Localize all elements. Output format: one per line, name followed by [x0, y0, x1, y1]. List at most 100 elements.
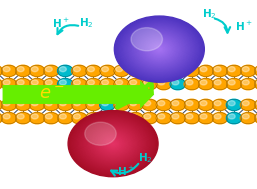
Circle shape	[172, 114, 179, 119]
Circle shape	[71, 78, 87, 90]
Circle shape	[96, 131, 130, 156]
Circle shape	[106, 139, 120, 149]
Circle shape	[100, 78, 115, 90]
Circle shape	[256, 114, 257, 119]
Circle shape	[88, 80, 95, 85]
Circle shape	[240, 99, 256, 111]
Circle shape	[198, 99, 214, 111]
Circle shape	[31, 114, 38, 119]
Circle shape	[86, 78, 101, 90]
Circle shape	[95, 130, 131, 157]
Circle shape	[58, 78, 73, 90]
Circle shape	[70, 112, 156, 175]
Circle shape	[74, 67, 80, 72]
Circle shape	[17, 114, 24, 119]
Circle shape	[116, 80, 123, 85]
Circle shape	[112, 143, 114, 144]
Circle shape	[142, 78, 157, 90]
Circle shape	[130, 114, 137, 119]
Circle shape	[158, 80, 165, 85]
Circle shape	[119, 19, 200, 79]
Circle shape	[102, 135, 124, 152]
Text: $e^-$: $e^-$	[39, 84, 64, 103]
Circle shape	[254, 112, 257, 124]
Circle shape	[170, 112, 186, 124]
Circle shape	[142, 65, 157, 77]
FancyArrow shape	[3, 80, 154, 109]
Text: H$^+$: H$^+$	[52, 17, 69, 30]
Circle shape	[212, 65, 228, 77]
Circle shape	[156, 65, 171, 77]
Circle shape	[155, 46, 164, 53]
Circle shape	[58, 65, 73, 77]
Circle shape	[144, 80, 151, 85]
Circle shape	[43, 78, 59, 90]
Circle shape	[29, 78, 45, 90]
Circle shape	[144, 114, 151, 119]
Circle shape	[114, 65, 129, 77]
Circle shape	[130, 101, 137, 106]
Circle shape	[140, 35, 178, 63]
Circle shape	[156, 78, 171, 90]
Circle shape	[1, 78, 17, 90]
Circle shape	[114, 16, 204, 82]
Circle shape	[71, 113, 155, 174]
Circle shape	[76, 116, 150, 171]
Circle shape	[200, 67, 207, 72]
Circle shape	[184, 112, 199, 124]
Circle shape	[114, 78, 129, 90]
Circle shape	[88, 101, 95, 106]
Circle shape	[226, 112, 242, 124]
Circle shape	[126, 24, 193, 74]
Circle shape	[124, 23, 194, 75]
Circle shape	[29, 65, 45, 77]
Circle shape	[0, 65, 3, 77]
Text: H$^+$: H$^+$	[117, 164, 135, 178]
Circle shape	[228, 114, 235, 119]
Circle shape	[133, 30, 185, 68]
Circle shape	[15, 78, 31, 90]
Circle shape	[17, 80, 24, 85]
Circle shape	[139, 34, 180, 64]
Circle shape	[156, 99, 171, 111]
Circle shape	[0, 78, 3, 90]
Circle shape	[43, 99, 59, 111]
Circle shape	[131, 29, 187, 70]
Circle shape	[214, 114, 221, 119]
Text: H$_2$: H$_2$	[138, 151, 152, 165]
Circle shape	[100, 99, 115, 111]
Circle shape	[256, 67, 257, 72]
Circle shape	[80, 120, 146, 168]
Circle shape	[43, 65, 59, 77]
Circle shape	[103, 136, 123, 151]
Circle shape	[158, 67, 165, 72]
Circle shape	[172, 80, 179, 85]
Circle shape	[184, 99, 199, 111]
Circle shape	[146, 39, 173, 59]
Circle shape	[45, 67, 52, 72]
Circle shape	[156, 47, 163, 52]
Circle shape	[29, 99, 45, 111]
Circle shape	[71, 99, 87, 111]
Circle shape	[1, 112, 17, 124]
Circle shape	[91, 127, 136, 160]
Circle shape	[198, 65, 214, 77]
Circle shape	[58, 99, 73, 111]
Circle shape	[59, 101, 66, 106]
Circle shape	[108, 140, 118, 147]
Circle shape	[136, 32, 183, 67]
Circle shape	[130, 67, 137, 72]
Circle shape	[3, 67, 10, 72]
Circle shape	[121, 21, 198, 77]
Circle shape	[114, 112, 129, 124]
Circle shape	[116, 101, 123, 106]
Circle shape	[31, 80, 38, 85]
Circle shape	[3, 101, 10, 106]
Circle shape	[137, 33, 182, 66]
Circle shape	[242, 67, 249, 72]
Circle shape	[130, 80, 137, 85]
Circle shape	[184, 78, 199, 90]
Circle shape	[151, 43, 167, 55]
Circle shape	[74, 101, 80, 106]
Circle shape	[214, 80, 221, 85]
